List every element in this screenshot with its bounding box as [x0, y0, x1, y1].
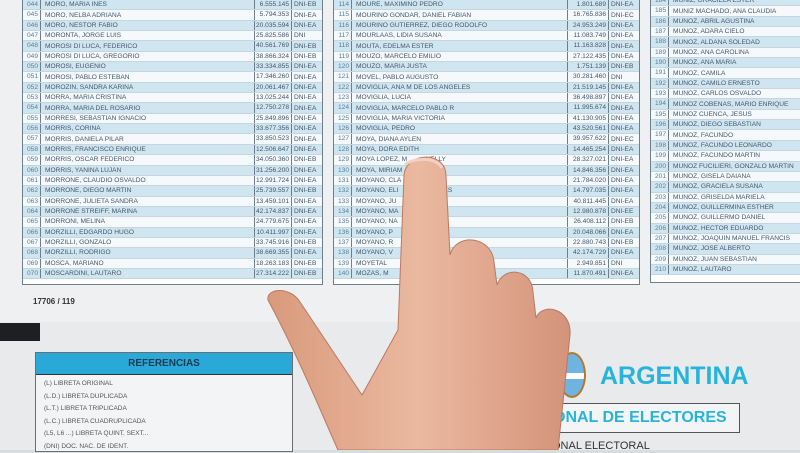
hand-shape	[268, 157, 570, 450]
